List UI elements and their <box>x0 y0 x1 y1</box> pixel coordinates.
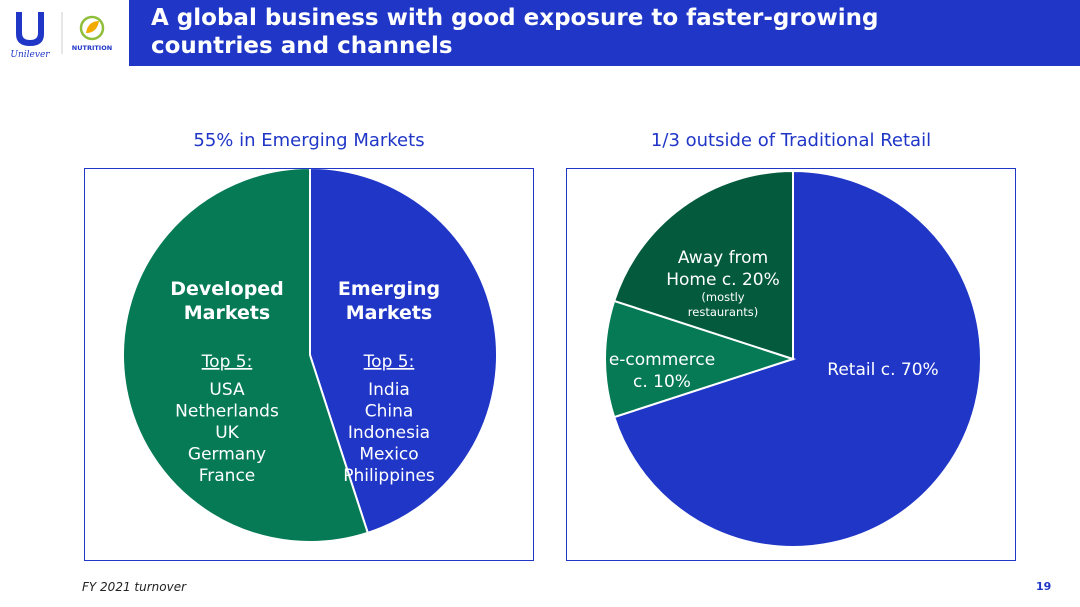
slice-item-emerging-markets-1: China <box>365 402 414 422</box>
slice-note-away-from-home-c-20-0: (mostly <box>701 290 744 304</box>
slice-item-emerging-markets-2: Indonesia <box>348 423 430 443</box>
slice-label-emerging-markets-1: Markets <box>346 302 433 324</box>
pie-slice-emerging-markets <box>122 169 370 543</box>
slice-label-e-commerce-c-10-0: e-commerce <box>609 350 715 370</box>
slice-item-emerging-markets-3: Mexico <box>359 445 418 465</box>
page-title-line-1: A global business with good exposure to … <box>151 5 879 31</box>
pie-slice-developed-markets <box>309 169 499 535</box>
slice-item-developed-markets-2: UK <box>215 423 239 443</box>
footnote: FY 2021 turnover <box>82 580 187 594</box>
slice-label-developed-markets-0: Developed <box>170 278 284 300</box>
slice-label-retail-c-70-0: Retail c. 70% <box>827 360 938 380</box>
slice-label-emerging-markets-0: Emerging <box>338 278 440 300</box>
nutrition-logo: NUTRITION <box>72 15 112 52</box>
slice-item-developed-markets-0: USA <box>209 380 245 400</box>
nutrition-leaf-icon <box>79 15 105 41</box>
pie-slice-e-commerce-c-10 <box>604 299 797 419</box>
slice-item-emerging-markets-0: India <box>368 380 410 400</box>
chart-title-markets: 55% in Emerging Markets <box>193 130 425 151</box>
slice-subheading-emerging-markets: Top 5: <box>363 352 415 372</box>
slice-label-e-commerce-c-10-1: c. 10% <box>633 372 691 392</box>
page-title-line-2: countries and channels <box>151 33 453 59</box>
slice-label-developed-markets-1: Markets <box>184 302 271 324</box>
page-number: 19 <box>1036 580 1052 593</box>
header-bar: A global business with good exposure to … <box>129 0 1080 66</box>
pie-slice-away-from-home-c-20 <box>612 169 794 361</box>
unilever-u-mark <box>16 12 44 46</box>
nutrition-leaf-shape <box>86 21 99 33</box>
chart-title-channels: 1/3 outside of Traditional Retail <box>650 130 932 151</box>
slice-item-developed-markets-3: Germany <box>188 445 266 465</box>
slice-note-away-from-home-c-20-1: restaurants) <box>688 305 758 319</box>
page-title: A global business with good exposure to … <box>151 4 878 60</box>
chart-frame-markets: Developed Markets Top 5: USA Netherlands UK Ge… <box>84 168 534 561</box>
logo-area: Unilever NUTRITION <box>0 0 128 66</box>
slice-subheading-developed-markets: Top 5: <box>201 352 253 372</box>
slice-label-away-from-home-c-20-1: Home c. 20% <box>666 270 780 290</box>
unilever-logo: Unilever <box>10 12 50 60</box>
chart-frame-channels: Retail c. 70% e-commerce c. 10% Away from Ho… <box>566 168 1016 561</box>
slice-item-developed-markets-4: France <box>199 466 256 486</box>
slice-item-emerging-markets-4: Philippines <box>343 466 435 486</box>
slice-label-away-from-home-c-20-0: Away from <box>678 248 768 268</box>
pie-slice-retail-c-70 <box>612 169 982 548</box>
nutrition-label: NUTRITION <box>72 44 112 52</box>
unilever-wordmark: Unilever <box>10 50 50 60</box>
slice-item-developed-markets-1: Netherlands <box>175 402 279 422</box>
